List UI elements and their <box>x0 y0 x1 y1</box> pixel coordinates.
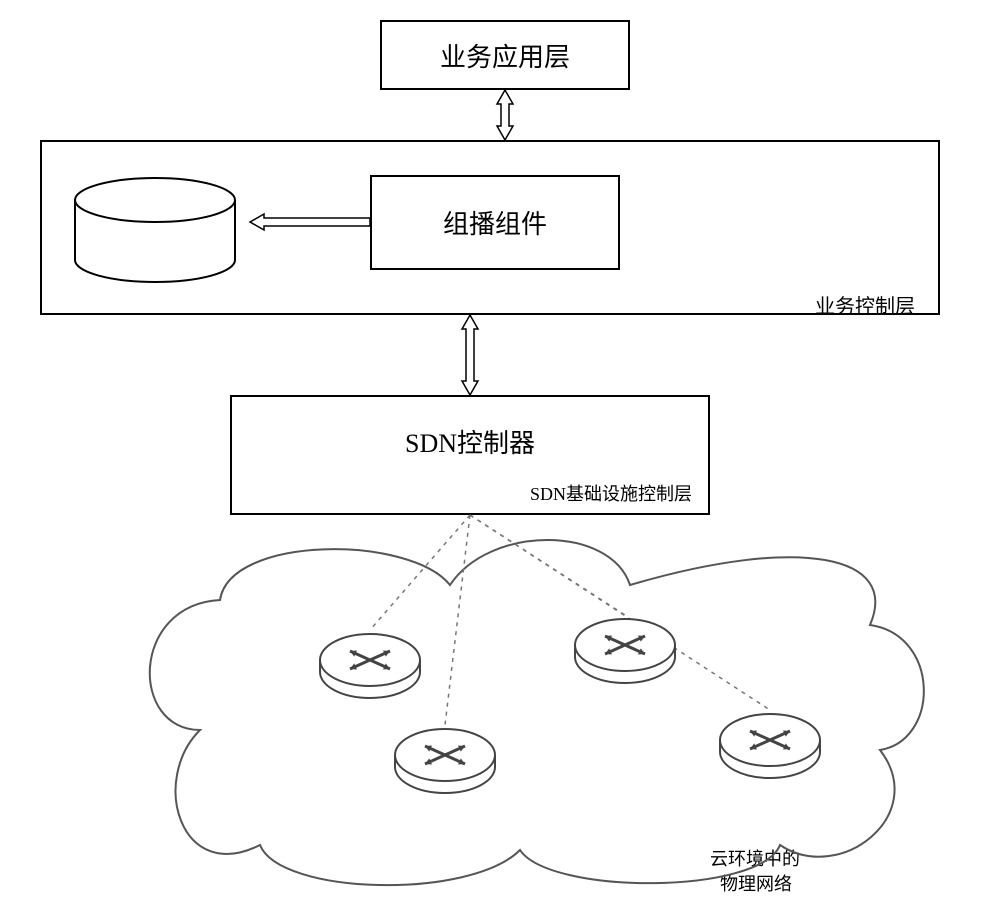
sdn-controller-label: SDN控制器 <box>405 423 535 460</box>
app-layer-box: 业务应用层 <box>380 20 630 90</box>
app-layer-label: 业务应用层 <box>440 37 570 74</box>
diagram-canvas: 业务应用层 业务控制层 组播组件 SDN控制器 SDN基础设施控制层 云环境中的… <box>0 0 1000 917</box>
sdn-infra-label: SDN基础设施控制层 <box>530 480 692 506</box>
cloud-label-line1: 云环境中的 <box>710 845 800 871</box>
multicast-label: 组播组件 <box>443 204 547 241</box>
control-layer-label: 业务控制层 <box>815 290 915 319</box>
cloud-label-line2: 物理网络 <box>720 870 792 896</box>
multicast-component-box: 组播组件 <box>370 175 620 270</box>
database-label: 数据库 <box>117 232 183 264</box>
